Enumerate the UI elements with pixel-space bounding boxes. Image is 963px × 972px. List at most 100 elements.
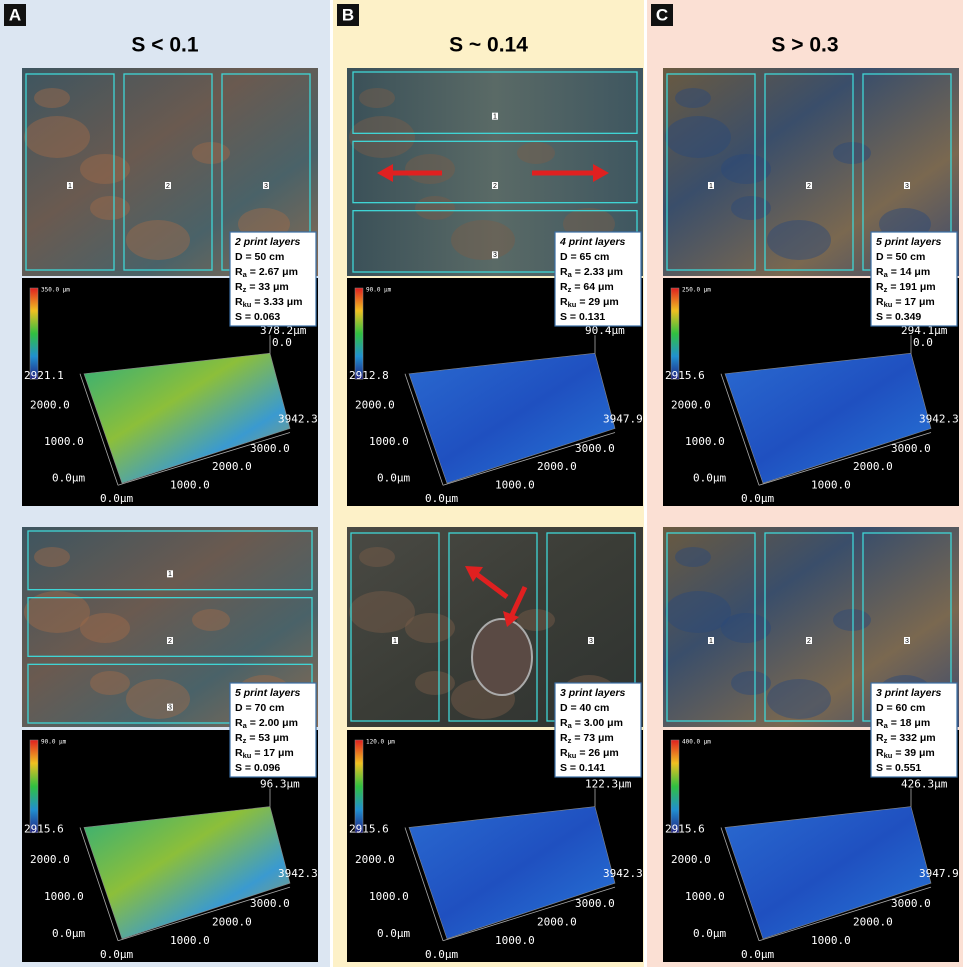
subscript: a [243, 270, 248, 279]
texture-spot [675, 88, 711, 108]
roughness-rku: Rku = 17 μm [235, 747, 294, 760]
texture-spot [731, 196, 771, 220]
symbol: R [560, 747, 568, 759]
roughness-rz: Rz = 332 μm [876, 732, 936, 745]
symbol: R [235, 296, 243, 308]
y-origin-label: 0.0μm [377, 472, 410, 485]
red-arrow [473, 571, 509, 599]
value: = 64 μm [574, 281, 613, 293]
texture-spot [24, 116, 90, 158]
x-max-label: 3942.3 [603, 867, 643, 880]
x-max-label: 3947.9 [919, 867, 959, 880]
y-tick-label: 2000.0 [355, 853, 395, 866]
colorbar [670, 287, 680, 380]
red-arrowhead [465, 566, 483, 582]
region-outline [764, 73, 854, 271]
z-min-label: 0.0 [272, 336, 292, 349]
texture-spot [24, 591, 90, 633]
texture-spot [359, 547, 395, 567]
x-origin-label: 0.0μm [100, 948, 133, 961]
texture-spot [34, 547, 70, 567]
symbol: R [560, 281, 568, 293]
x-tick-label: 3000.0 [891, 442, 931, 455]
subscript: z [568, 736, 572, 745]
surface [83, 806, 291, 940]
subscript: a [884, 270, 889, 279]
x-tick-label: 2000.0 [212, 916, 252, 929]
texture-spot [451, 220, 515, 260]
roughness-rku: Rku = 39 μm [876, 747, 935, 760]
print-layers: 5 print layers [235, 687, 301, 699]
region-label-bg [588, 637, 594, 644]
y-tick-label: 2000.0 [671, 853, 711, 866]
region-label: 1 [168, 571, 172, 578]
y-max-label: 2912.8 [349, 369, 389, 382]
texture-spot [767, 220, 831, 260]
colorbar [354, 287, 364, 380]
region-outline [350, 532, 440, 722]
axis-x [442, 886, 616, 942]
region-label: 3 [905, 183, 909, 190]
surface [408, 352, 616, 484]
x-tick-label: 3000.0 [250, 897, 290, 910]
distance: D = 50 cm [235, 251, 284, 263]
sample: 123120.0 μm122.3μm2915.62000.01000.00.0μ… [347, 527, 643, 962]
subscript: ku [568, 751, 577, 760]
z-max-label: 122.3μm [585, 778, 632, 791]
surface [408, 806, 616, 940]
value: = 191 μm [890, 281, 935, 293]
roughness-rz: Rz = 73 μm [560, 732, 614, 745]
symbol: R [235, 717, 243, 729]
x-tick-label: 3000.0 [891, 897, 931, 910]
colorbar-max-label: 120.0 μm [366, 739, 395, 746]
x-max-label: 3942.3 [919, 412, 959, 425]
region-label: 1 [709, 183, 713, 190]
colorbar-max-label: 90.0 μm [41, 739, 67, 746]
roughness-ra: Ra = 3.00 μm [560, 717, 623, 730]
x-tick-label: 2000.0 [853, 460, 893, 473]
symbol: R [235, 732, 243, 744]
y-tick-label: 1000.0 [369, 435, 409, 448]
x-origin-label: 0.0μm [425, 492, 458, 505]
region-label: 3 [905, 638, 909, 645]
x-max-label: 3947.9 [603, 412, 643, 425]
texture-spot [80, 613, 130, 643]
distance: D = 65 cm [560, 251, 609, 263]
region-label-bg [167, 703, 173, 711]
region-outline [666, 73, 756, 271]
x-origin-label: 0.0μm [100, 492, 133, 505]
region-outline [764, 532, 854, 722]
y-tick-label: 1000.0 [44, 890, 84, 903]
info-box [229, 682, 317, 778]
x-origin-label: 0.0μm [741, 492, 774, 505]
print-layers: 2 print layers [234, 236, 301, 248]
value: = 2.00 μm [250, 717, 298, 729]
subscript: z [568, 285, 572, 294]
value: = 29 μm [579, 296, 618, 308]
subscript: ku [884, 300, 893, 309]
colorbar [670, 739, 680, 834]
region-outline [352, 71, 638, 134]
region-label-bg [492, 251, 498, 259]
region-label: 1 [493, 114, 497, 121]
skewness-s: S = 0.131 [560, 311, 605, 323]
value: = 26 μm [579, 747, 618, 759]
roughness-rz: Rz = 53 μm [235, 732, 289, 745]
texture-spot [90, 196, 130, 220]
panel-letter: A [9, 5, 21, 24]
region-outline [666, 532, 756, 722]
value: = 53 μm [249, 732, 288, 744]
region-outline [352, 140, 638, 204]
region-label: 1 [709, 638, 713, 645]
x-origin-label: 0.0μm [425, 948, 458, 961]
texture-spot [405, 613, 455, 643]
y-tick-label: 1000.0 [685, 890, 725, 903]
distance: D = 40 cm [560, 702, 609, 714]
texture-spot [675, 547, 711, 567]
symbol: R [876, 266, 884, 278]
column-title: S > 0.3 [771, 34, 838, 57]
value: = 39 μm [895, 747, 934, 759]
z-max-label: 96.3μm [260, 778, 300, 791]
